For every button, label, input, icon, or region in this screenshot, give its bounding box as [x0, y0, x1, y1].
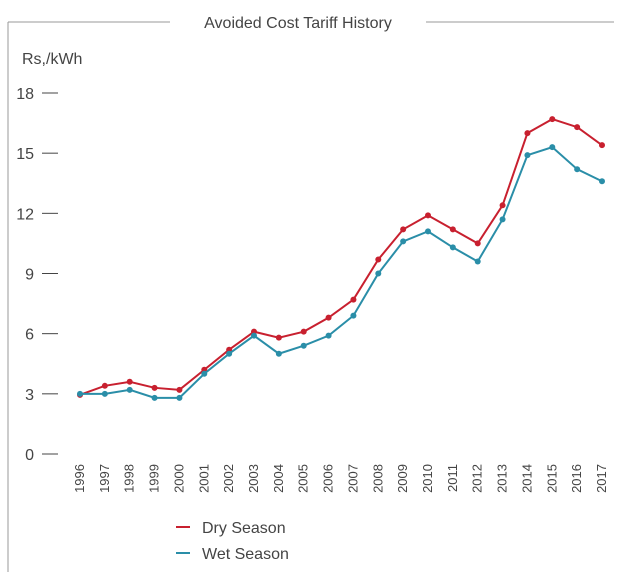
legend-label: Wet Season — [202, 546, 289, 563]
data-point — [350, 296, 357, 303]
data-point — [499, 216, 506, 223]
x-tick-label: 1999 — [147, 464, 162, 493]
data-point — [77, 390, 83, 397]
x-tick-label: 2007 — [345, 464, 360, 493]
data-point — [375, 256, 382, 263]
data-point — [126, 378, 133, 385]
data-point — [499, 202, 506, 209]
data-point — [400, 238, 407, 245]
series-line — [79, 117, 603, 396]
data-point — [151, 384, 158, 391]
data-point — [449, 226, 456, 233]
data-point — [599, 142, 605, 149]
data-point — [275, 350, 282, 357]
x-tick-label: 2006 — [321, 464, 336, 493]
data-point — [524, 152, 531, 159]
x-tick-label: 2002 — [221, 464, 236, 493]
series-line — [80, 146, 603, 399]
y-tick-label: 18 — [16, 86, 34, 103]
x-tick-label: 2005 — [296, 464, 311, 493]
data-point — [549, 144, 556, 151]
data-point — [599, 178, 605, 185]
data-point — [275, 334, 282, 341]
data-point — [325, 314, 332, 321]
y-tick-label: 9 — [25, 267, 34, 284]
data-point — [375, 270, 382, 277]
data-point — [176, 386, 183, 393]
data-point — [101, 382, 108, 389]
data-point — [300, 328, 307, 335]
x-tick-label: 1998 — [122, 464, 137, 493]
data-point — [176, 394, 183, 401]
x-tick-label: 2008 — [370, 464, 385, 493]
data-point — [474, 258, 481, 265]
x-tick-label: 1996 — [72, 464, 87, 493]
x-tick-label: 2000 — [171, 464, 186, 493]
data-point — [201, 370, 208, 377]
y-tick-label: 12 — [16, 206, 34, 223]
x-tick-label: 2003 — [246, 464, 261, 493]
x-tick-label: 2011 — [445, 464, 460, 492]
x-tick-label: 2014 — [519, 464, 534, 493]
data-point — [251, 332, 257, 339]
y-tick-label: 6 — [25, 327, 34, 344]
x-tick-label: 2015 — [544, 464, 559, 493]
chart-title: Avoided Cost Tariff History — [204, 15, 392, 32]
data-point — [425, 228, 431, 235]
x-tick-label: 1997 — [97, 464, 112, 493]
data-point — [226, 350, 233, 357]
data-point — [350, 312, 357, 319]
legend-label: Dry Season — [202, 520, 286, 537]
data-point — [549, 116, 556, 123]
x-tick-label: 2010 — [420, 464, 435, 493]
x-tick-label: 2012 — [470, 464, 485, 493]
x-tick-label: 2009 — [395, 464, 410, 493]
x-tick-label: 2013 — [495, 464, 510, 493]
data-point — [300, 342, 307, 349]
data-point — [126, 386, 133, 393]
data-point — [101, 390, 108, 397]
x-tick-label: 2001 — [196, 464, 211, 493]
y-tick-label: 3 — [25, 387, 34, 404]
data-point — [449, 244, 456, 251]
y-tick-label: 0 — [25, 447, 34, 464]
y-tick-label: 15 — [16, 146, 34, 163]
data-point — [574, 166, 581, 173]
y-axis-label: Rs,/kWh — [22, 51, 82, 68]
data-point — [425, 212, 431, 219]
data-point — [574, 124, 581, 131]
x-tick-label: 2004 — [271, 464, 286, 493]
x-tick-label: 2017 — [594, 464, 609, 493]
data-point — [151, 394, 158, 401]
data-point — [400, 226, 407, 233]
x-tick-label: 2016 — [569, 464, 584, 493]
data-point — [325, 332, 332, 339]
data-point — [474, 240, 481, 247]
data-point — [524, 130, 531, 137]
